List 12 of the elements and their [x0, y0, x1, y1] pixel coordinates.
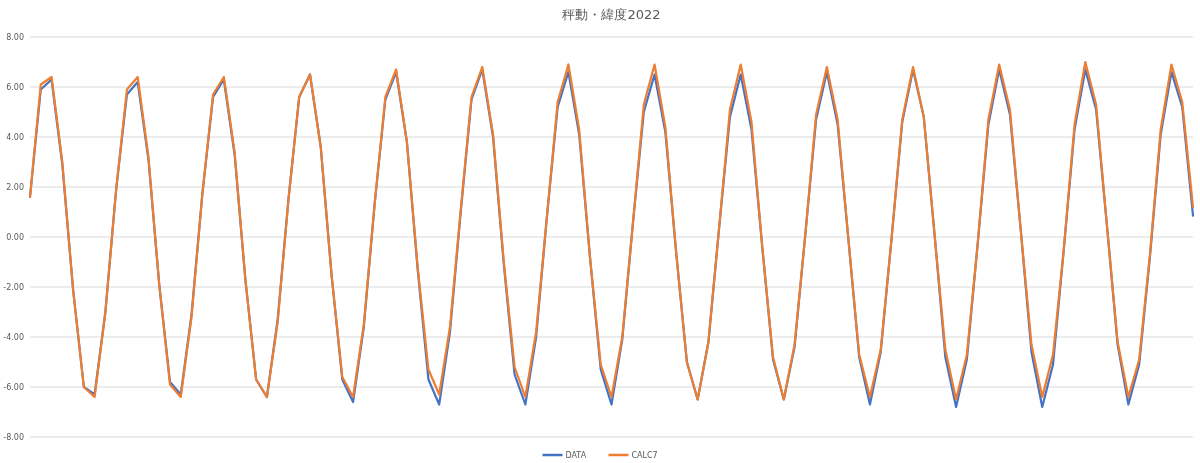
- y-tick-label: 8.00: [6, 33, 24, 42]
- chart-title: 秤動・緯度2022: [562, 7, 661, 22]
- y-tick-label: -2.00: [3, 283, 24, 292]
- y-tick-label: -8.00: [3, 433, 24, 442]
- y-tick-label: 0.00: [6, 233, 24, 242]
- y-tick-label: -6.00: [3, 383, 24, 392]
- legend-label: DATA: [565, 451, 587, 460]
- y-tick-label: 6.00: [6, 83, 24, 92]
- y-tick-label: -4.00: [3, 333, 24, 342]
- legend-label: CALC7: [631, 451, 658, 460]
- y-tick-label: 4.00: [6, 133, 24, 142]
- y-tick-label: 2.00: [6, 183, 24, 192]
